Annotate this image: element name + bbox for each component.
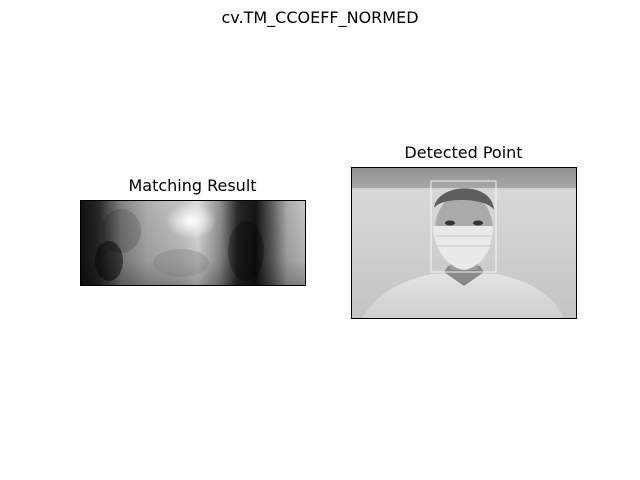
- matching-result-title: Matching Result: [128, 176, 257, 195]
- detection-rectangle: [430, 180, 497, 273]
- detected-point-title: Detected Point: [404, 143, 523, 162]
- detected-point-axes: [351, 167, 577, 319]
- matching-result-heatmap: [81, 201, 305, 285]
- matching-result-axes: [80, 200, 306, 286]
- detected-point-photo: [352, 168, 576, 318]
- figure-suptitle: cv.TM_CCOEFF_NORMED: [221, 8, 419, 27]
